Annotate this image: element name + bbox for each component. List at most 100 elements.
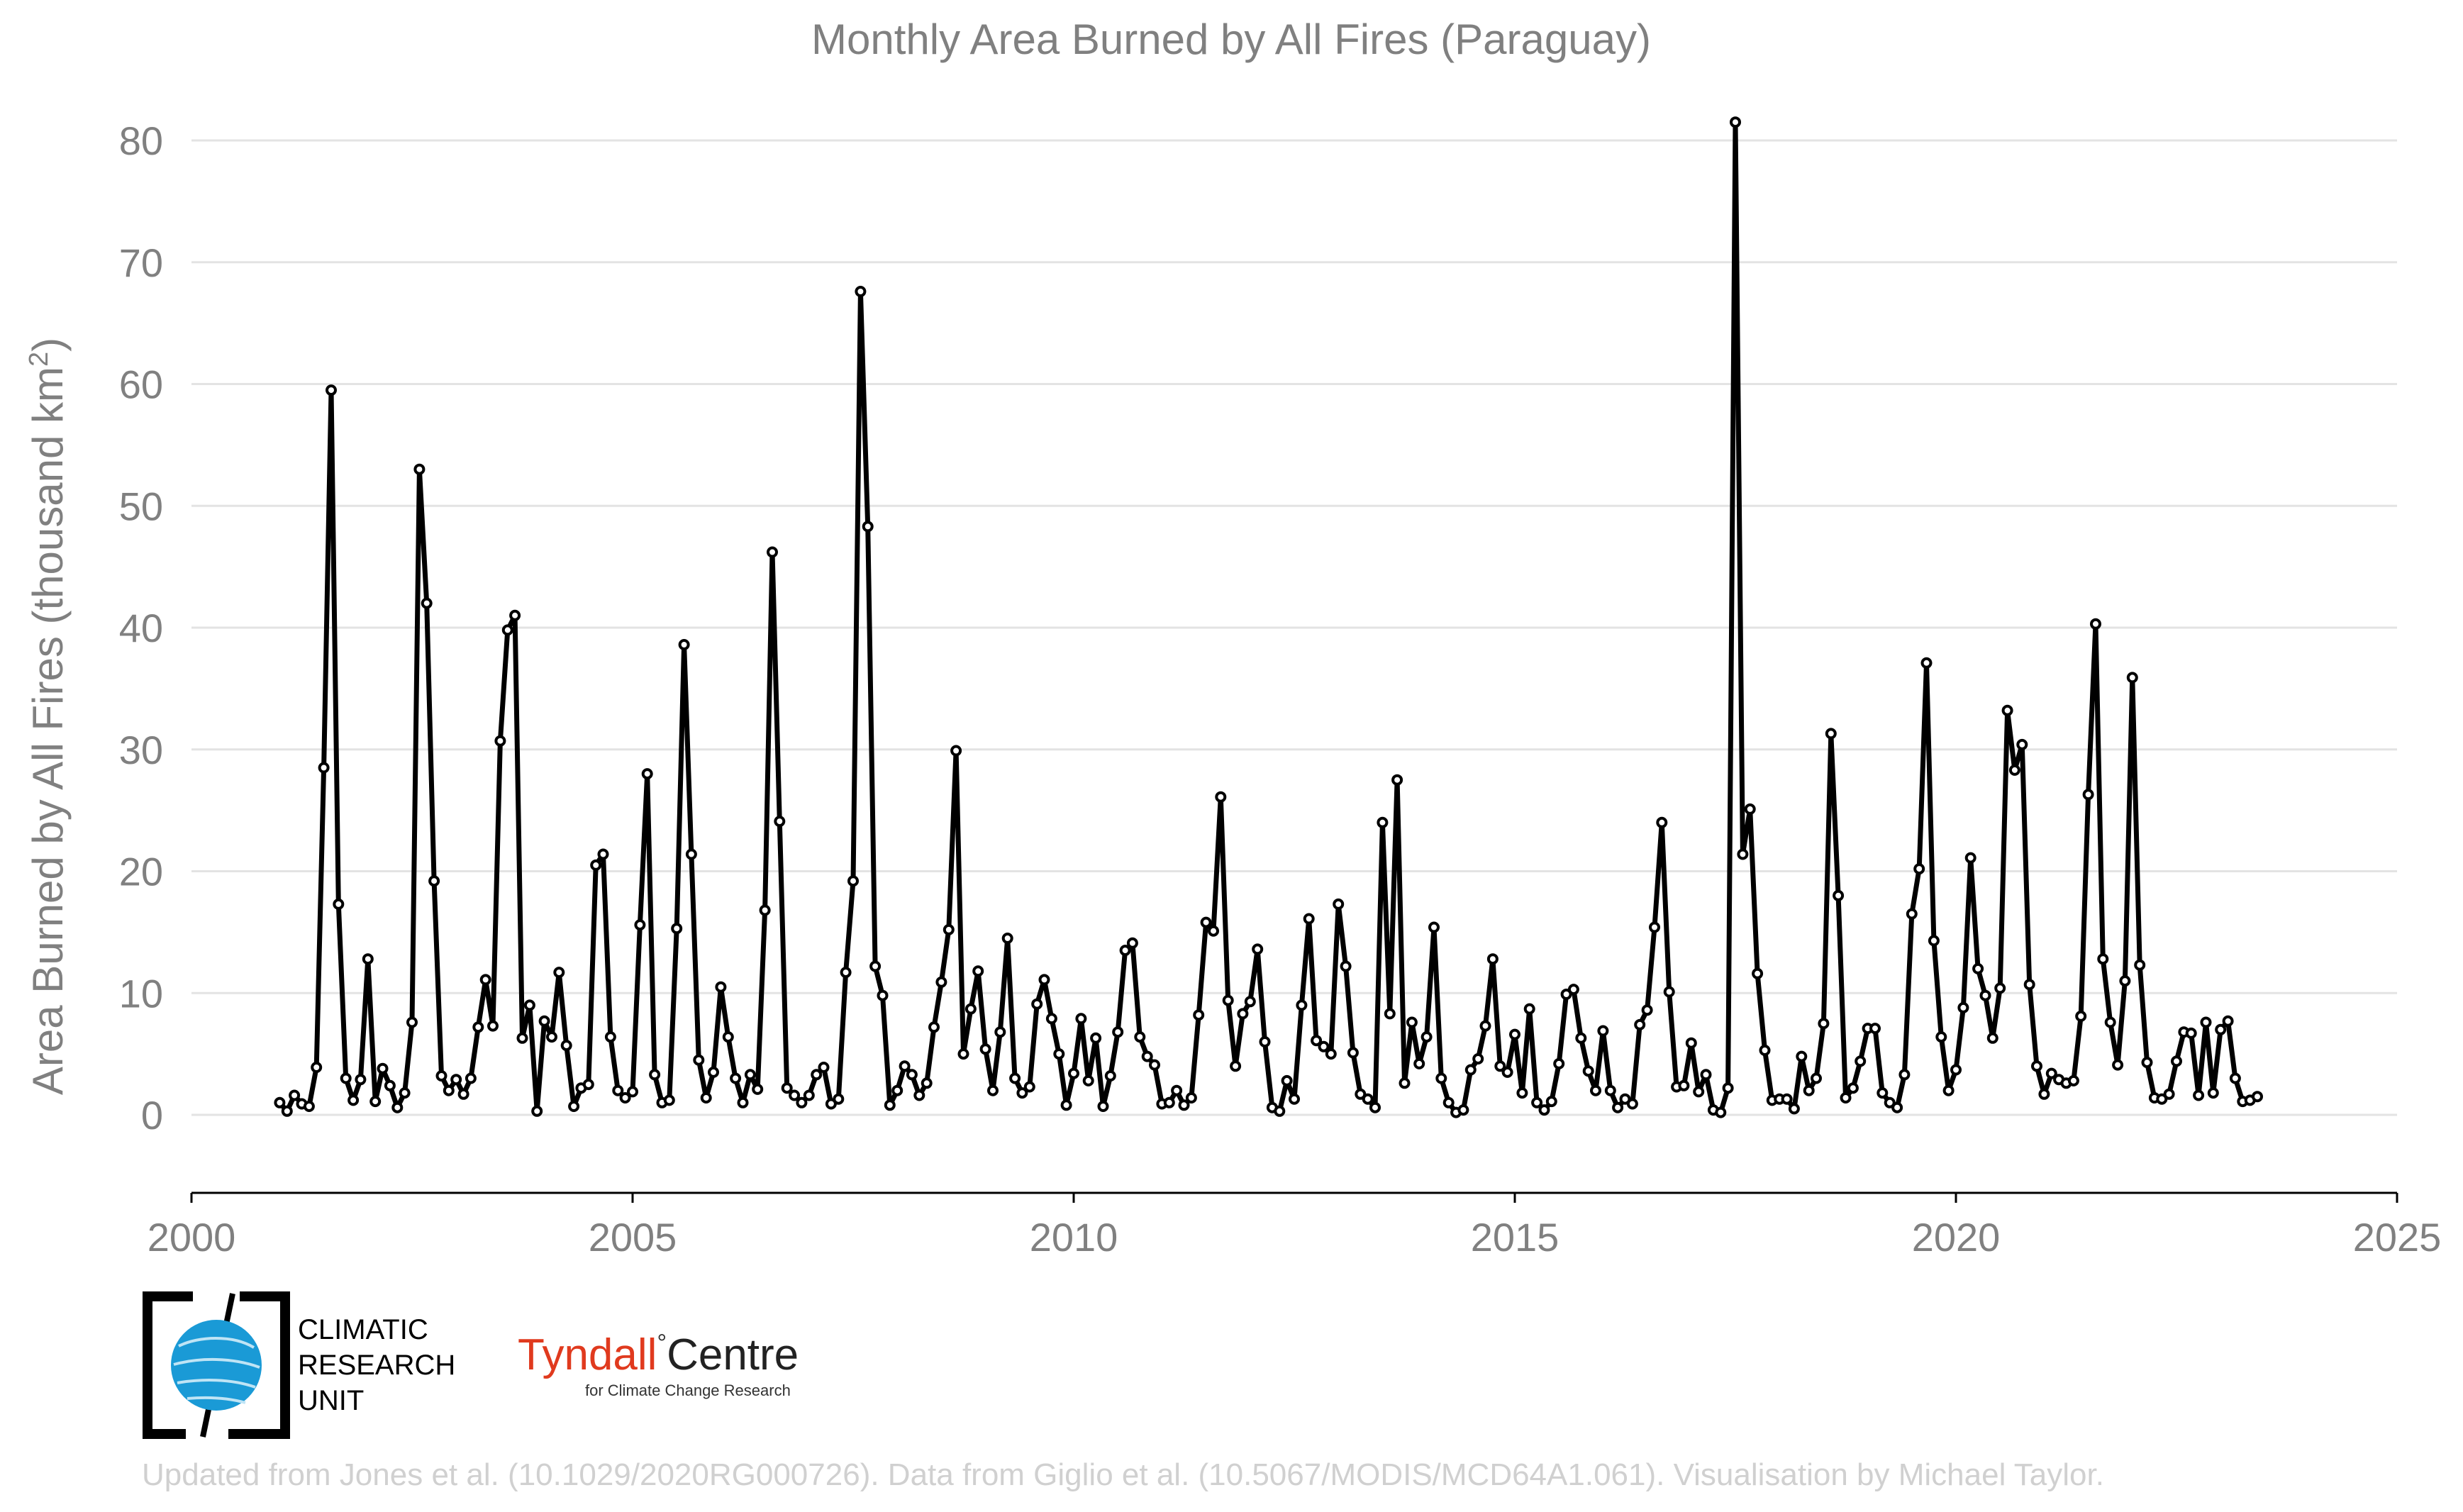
data-point bbox=[1274, 1105, 1286, 1117]
data-point bbox=[1737, 848, 1749, 860]
data-point bbox=[1141, 1050, 1153, 1062]
data-point bbox=[326, 384, 337, 396]
chart-title: Monthly Area Burned by All Fires (Paragu… bbox=[811, 16, 1651, 63]
data-point bbox=[413, 463, 426, 475]
data-point bbox=[2185, 1027, 2197, 1039]
data-point bbox=[1516, 1087, 1528, 1099]
data-point bbox=[803, 1089, 815, 1101]
data-point bbox=[1523, 1003, 1535, 1015]
data-point bbox=[877, 989, 889, 1001]
data-point bbox=[1986, 1032, 1998, 1044]
data-point bbox=[869, 960, 882, 972]
data-point bbox=[1377, 816, 1389, 828]
data-point bbox=[1237, 1008, 1249, 1020]
data-point bbox=[1369, 1101, 1381, 1113]
data-point bbox=[2023, 979, 2035, 991]
data-point bbox=[384, 1079, 396, 1091]
data-point bbox=[1355, 1088, 1367, 1100]
data-point bbox=[847, 875, 859, 887]
data-point bbox=[1230, 1060, 1242, 1072]
data-point bbox=[501, 624, 513, 636]
data-point bbox=[811, 1069, 823, 1081]
data-point bbox=[1641, 1004, 1653, 1016]
data-point bbox=[1068, 1067, 1079, 1079]
data-point bbox=[1884, 1096, 1896, 1108]
data-point bbox=[406, 1016, 418, 1028]
data-point bbox=[700, 1092, 712, 1104]
data-point bbox=[1619, 1093, 1631, 1105]
data-point bbox=[1413, 1057, 1425, 1069]
data-point bbox=[1457, 1104, 1469, 1116]
data-point bbox=[523, 999, 535, 1011]
data-point bbox=[899, 1060, 911, 1072]
series-area-burned bbox=[274, 116, 2263, 1118]
data-point bbox=[465, 1072, 477, 1084]
data-point bbox=[1634, 1018, 1646, 1030]
data-point bbox=[2038, 1088, 2050, 1100]
cru-line-2: RESEARCH bbox=[298, 1350, 456, 1381]
data-point bbox=[450, 1074, 462, 1086]
data-point bbox=[1090, 1032, 1102, 1044]
data-point bbox=[649, 1069, 661, 1081]
data-point bbox=[443, 1084, 455, 1096]
data-point bbox=[362, 953, 374, 965]
data-point bbox=[516, 1032, 528, 1044]
data-point bbox=[1208, 925, 1219, 937]
data-point bbox=[1185, 1092, 1197, 1104]
data-point bbox=[1626, 1098, 1638, 1110]
data-point bbox=[274, 1096, 286, 1108]
data-point bbox=[1038, 974, 1050, 986]
data-point bbox=[538, 1015, 550, 1027]
data-point bbox=[1531, 1096, 1543, 1108]
data-point bbox=[1472, 1053, 1484, 1064]
x-tick-label: 2020 bbox=[1912, 1215, 2001, 1260]
data-point bbox=[950, 745, 962, 757]
data-point bbox=[1178, 1099, 1190, 1111]
cru-line-3: UNIT bbox=[298, 1385, 365, 1416]
data-point bbox=[796, 1096, 808, 1108]
data-point bbox=[1545, 1096, 1557, 1108]
data-point bbox=[1112, 1026, 1124, 1038]
data-point bbox=[509, 609, 521, 621]
data-point bbox=[1494, 1060, 1506, 1072]
data-point bbox=[333, 898, 345, 910]
data-point bbox=[891, 1084, 904, 1096]
data-point bbox=[1935, 1031, 1947, 1043]
y-tick-label: 0 bbox=[141, 1093, 163, 1138]
data-point bbox=[1685, 1037, 1697, 1049]
data-point bbox=[590, 859, 602, 871]
data-point bbox=[722, 1031, 734, 1043]
data-point bbox=[311, 1062, 323, 1073]
data-point bbox=[1289, 1093, 1300, 1105]
data-point bbox=[1942, 1084, 1955, 1096]
data-point bbox=[1906, 908, 1918, 920]
y-axis-ticks: 0 10 20 30 40 50 60 70 80 bbox=[119, 118, 163, 1138]
data-point bbox=[1818, 1018, 1830, 1030]
data-point bbox=[1097, 1101, 1109, 1112]
data-point bbox=[1972, 962, 1984, 974]
data-point bbox=[730, 1072, 742, 1084]
data-point bbox=[1847, 1082, 1859, 1094]
data-point bbox=[715, 981, 727, 993]
data-point bbox=[399, 1087, 411, 1099]
data-point bbox=[862, 521, 874, 533]
data-point bbox=[1060, 1099, 1072, 1111]
data-point bbox=[972, 965, 984, 977]
data-point bbox=[348, 1094, 360, 1106]
data-point bbox=[2075, 1010, 2087, 1022]
data-point bbox=[1913, 863, 1925, 875]
data-point bbox=[318, 762, 330, 774]
data-point bbox=[752, 1083, 764, 1095]
data-point bbox=[1604, 1084, 1616, 1096]
data-point bbox=[1200, 916, 1212, 928]
data-point bbox=[1730, 116, 1741, 128]
data-point bbox=[1803, 1084, 1815, 1096]
data-point bbox=[1855, 1055, 1867, 1067]
data-point bbox=[1928, 935, 1940, 947]
data-point bbox=[1781, 1093, 1793, 1105]
data-point bbox=[1311, 1035, 1323, 1047]
y-axis-label-close: ) bbox=[24, 338, 72, 352]
tyndall-degree: ° bbox=[657, 1330, 667, 1357]
data-point bbox=[1744, 803, 1756, 815]
y-tick-label: 60 bbox=[119, 362, 163, 407]
